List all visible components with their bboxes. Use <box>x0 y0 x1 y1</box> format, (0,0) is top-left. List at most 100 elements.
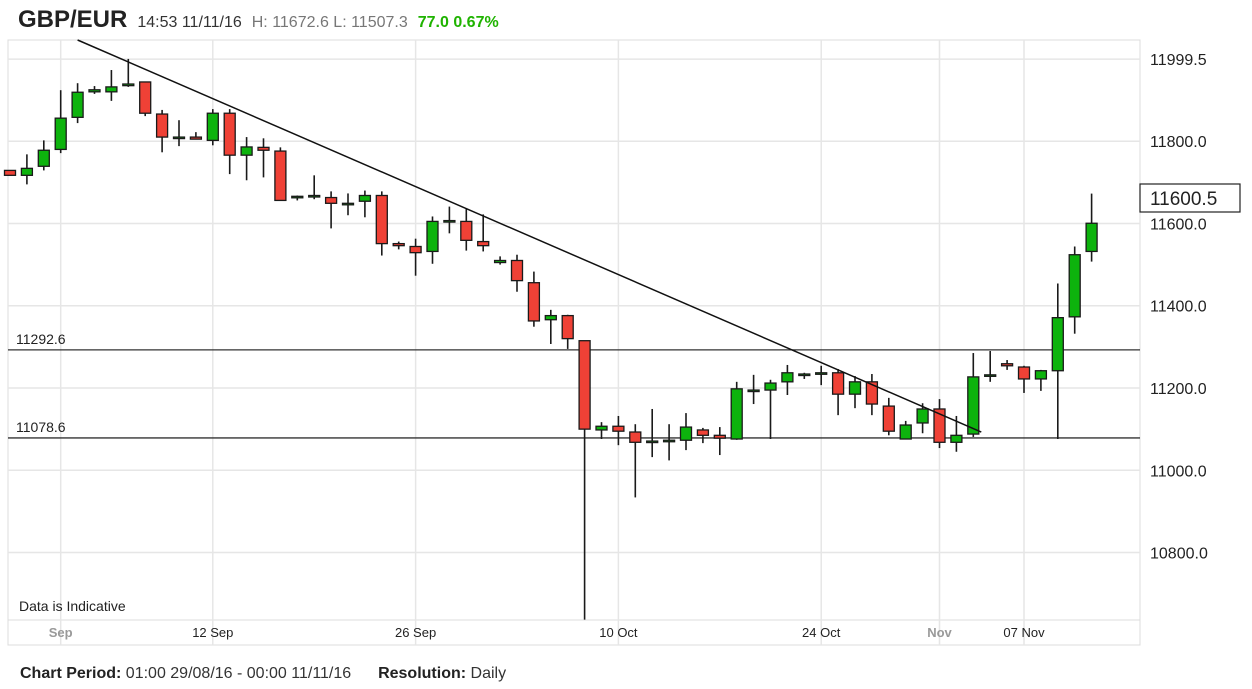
candle <box>679 413 693 451</box>
candle-body <box>781 372 794 383</box>
candle <box>341 193 355 216</box>
candle-body <box>831 372 845 395</box>
candle <box>899 420 912 440</box>
candle-body <box>527 282 541 322</box>
candle <box>257 138 270 178</box>
candle <box>1085 193 1098 262</box>
candle-body <box>375 194 388 245</box>
candle <box>967 353 980 437</box>
candle-body <box>240 146 253 156</box>
candle-body <box>595 425 608 431</box>
candle <box>730 381 743 440</box>
candle <box>291 195 304 201</box>
candle-body <box>865 381 879 405</box>
chart-period-value: 01:00 29/08/16 - 00:00 11/11/16 <box>125 665 352 682</box>
last-price-label: 11600.5 <box>1150 189 1217 210</box>
candle-body <box>172 136 186 140</box>
candle-body <box>358 194 372 202</box>
candle <box>172 120 186 147</box>
candle-body <box>713 434 726 439</box>
candle-body <box>20 167 34 176</box>
candle <box>460 208 473 251</box>
candle-body <box>848 381 862 395</box>
candle <box>1000 360 1014 370</box>
candle <box>510 254 524 292</box>
trendline <box>77 39 982 433</box>
y-tick-label: 11600.0 <box>1150 216 1207 233</box>
y-tick-label: 11200.0 <box>1150 381 1207 398</box>
candle-body <box>882 405 895 432</box>
candle <box>865 374 879 416</box>
candle-body <box>629 431 642 443</box>
x-tick-label: 26 Sep <box>395 625 436 640</box>
candle <box>544 309 557 344</box>
x-tick-label: 24 Oct <box>802 625 841 640</box>
candle-body <box>1034 370 1048 380</box>
candle-body <box>1085 222 1098 253</box>
candle-body <box>646 440 659 444</box>
candle-body <box>257 146 270 151</box>
candle <box>747 374 760 405</box>
x-tick-label: 10 Oct <box>599 625 638 640</box>
candle <box>984 350 997 382</box>
price-change: 77.0 0.67% <box>417 14 499 31</box>
resolution-value: Daily <box>470 665 507 682</box>
candle <box>71 83 84 124</box>
candle-body <box>274 150 287 202</box>
candle <box>933 399 946 449</box>
candle <box>1051 283 1064 440</box>
resolution-label: Resolution: <box>378 665 467 682</box>
candle <box>443 206 456 234</box>
candle <box>477 214 490 252</box>
axes: 11999.5 11800.0 11600.0 11400.0 11200.0 11000… <box>49 52 1208 640</box>
candle-body <box>392 242 405 247</box>
candle-body <box>815 372 828 375</box>
candlestick-chart: 11292.6 11078.6 11999.5 11800.0 11600.0 1140… <box>3 39 1241 646</box>
candle-body <box>696 429 710 436</box>
chart-period-label: Chart Period: <box>20 665 122 682</box>
candle <box>578 340 591 620</box>
candle-body <box>747 389 760 393</box>
candle <box>392 241 405 250</box>
candle <box>1068 246 1081 334</box>
candle <box>713 427 726 456</box>
candle-body <box>510 259 524 282</box>
candle <box>240 137 253 181</box>
candle <box>798 372 811 379</box>
candle-body <box>916 408 929 424</box>
candle <box>662 424 676 461</box>
candle <box>274 147 287 202</box>
candle <box>206 109 219 146</box>
candle <box>646 408 659 458</box>
candle <box>595 422 608 440</box>
candle-body <box>308 194 321 198</box>
candle-body <box>544 314 557 321</box>
candle-body <box>122 83 135 87</box>
x-tick-label: 07 Nov <box>1003 625 1045 640</box>
chart-footer: Chart Period: 01:00 29/08/16 - 00:00 11/… <box>20 665 506 683</box>
candle <box>139 81 152 117</box>
candle-body <box>291 195 304 199</box>
trendline-group <box>77 39 982 433</box>
candle-body <box>426 220 439 253</box>
y-tick-label: 11400.0 <box>1150 299 1207 316</box>
candle-body <box>950 434 963 443</box>
candle-body <box>139 81 152 114</box>
candle <box>88 86 101 94</box>
candle-body <box>88 89 101 93</box>
candle-body <box>662 439 676 443</box>
candle <box>1017 365 1031 393</box>
candle <box>781 364 794 395</box>
candle <box>612 415 625 446</box>
chart-header: GBP/EUR 14:53 11/11/16 H: 11672.6 L: 115… <box>18 6 499 36</box>
candle <box>815 365 828 386</box>
candle-body <box>493 259 507 264</box>
high-low-readout: H: 11672.6 L: 11507.3 <box>251 14 408 31</box>
candle-body <box>798 373 811 377</box>
candle-body <box>54 117 67 151</box>
candle-body <box>967 376 980 435</box>
candle-body <box>409 245 422 254</box>
currency-pair-title: GBP/EUR <box>18 6 128 33</box>
candle-body <box>1000 363 1014 367</box>
candle-body <box>730 388 743 440</box>
